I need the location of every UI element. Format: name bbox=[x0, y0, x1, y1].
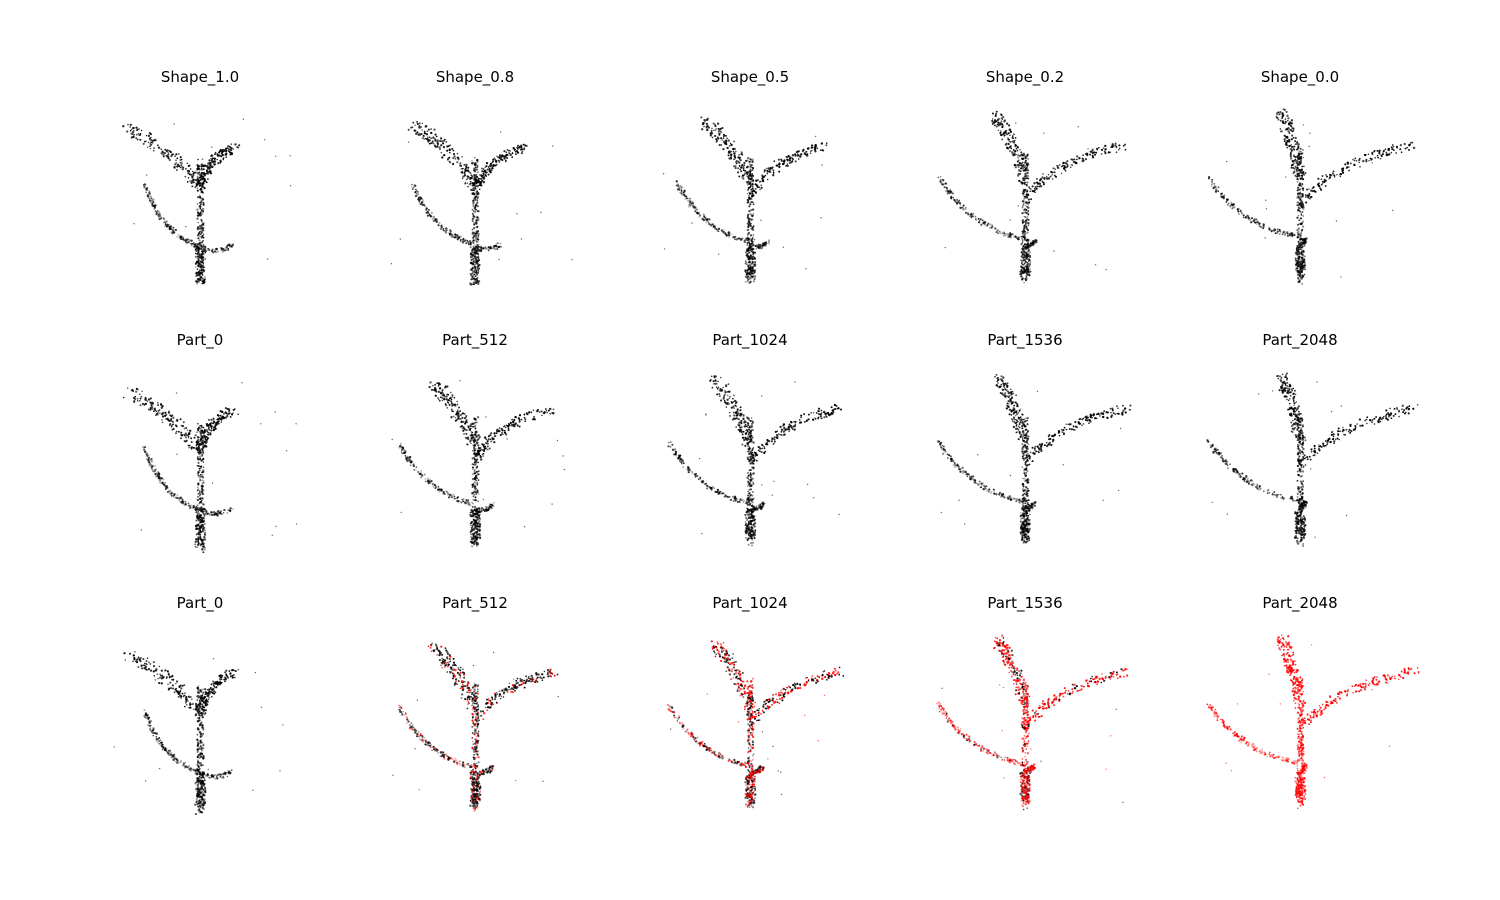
subplot-title: Shape_0.5 bbox=[635, 67, 865, 87]
subplot-title: Part_1024 bbox=[635, 593, 865, 613]
subplot-panel: Shape_0.8 bbox=[360, 67, 590, 307]
subplot-panel: Part_0 bbox=[85, 330, 315, 570]
point-cloud bbox=[910, 97, 1140, 297]
subplot-panel: Part_1536 bbox=[910, 330, 1140, 570]
subplot-panel: Shape_0.0 bbox=[1185, 67, 1415, 307]
subplot-title: Part_2048 bbox=[1185, 593, 1415, 613]
subplot-title: Shape_0.0 bbox=[1185, 67, 1415, 87]
subplot-panel: Part_512 bbox=[360, 593, 590, 833]
point-cloud bbox=[1185, 97, 1415, 297]
point-cloud bbox=[635, 97, 865, 297]
subplot-panel: Shape_0.2 bbox=[910, 67, 1140, 307]
subplot-title: Part_2048 bbox=[1185, 330, 1415, 350]
point-cloud bbox=[85, 623, 315, 823]
subplot-panel: Part_2048 bbox=[1185, 330, 1415, 570]
point-cloud bbox=[360, 97, 590, 297]
subplot-panel: Part_0 bbox=[85, 593, 315, 833]
subplot-title: Part_1536 bbox=[910, 593, 1140, 613]
subplot-title: Part_1024 bbox=[635, 330, 865, 350]
subplot-title: Shape_0.2 bbox=[910, 67, 1140, 87]
subplot-title: Part_512 bbox=[360, 330, 590, 350]
point-cloud bbox=[360, 360, 590, 560]
subplot-panel: Part_512 bbox=[360, 330, 590, 570]
subplot-panel: Part_1024 bbox=[635, 593, 865, 833]
point-cloud bbox=[910, 623, 1140, 823]
point-cloud bbox=[1185, 623, 1415, 823]
subplot-title: Part_1536 bbox=[910, 330, 1140, 350]
subplot-title: Shape_1.0 bbox=[85, 67, 315, 87]
subplot-panel: Part_1024 bbox=[635, 330, 865, 570]
subplot-panel: Part_2048 bbox=[1185, 593, 1415, 833]
subplot-title: Part_0 bbox=[85, 330, 315, 350]
point-cloud bbox=[360, 623, 590, 823]
point-cloud bbox=[85, 97, 315, 297]
point-cloud bbox=[1185, 360, 1415, 560]
point-cloud bbox=[635, 623, 865, 823]
subplot-panel: Shape_1.0 bbox=[85, 67, 315, 307]
subplot-title: Part_512 bbox=[360, 593, 590, 613]
point-cloud bbox=[635, 360, 865, 560]
subplot-panel: Part_1536 bbox=[910, 593, 1140, 833]
subplot-title: Part_0 bbox=[85, 593, 315, 613]
subplot-panel: Shape_0.5 bbox=[635, 67, 865, 307]
subplot-title: Shape_0.8 bbox=[360, 67, 590, 87]
point-cloud bbox=[85, 360, 315, 560]
point-cloud bbox=[910, 360, 1140, 560]
